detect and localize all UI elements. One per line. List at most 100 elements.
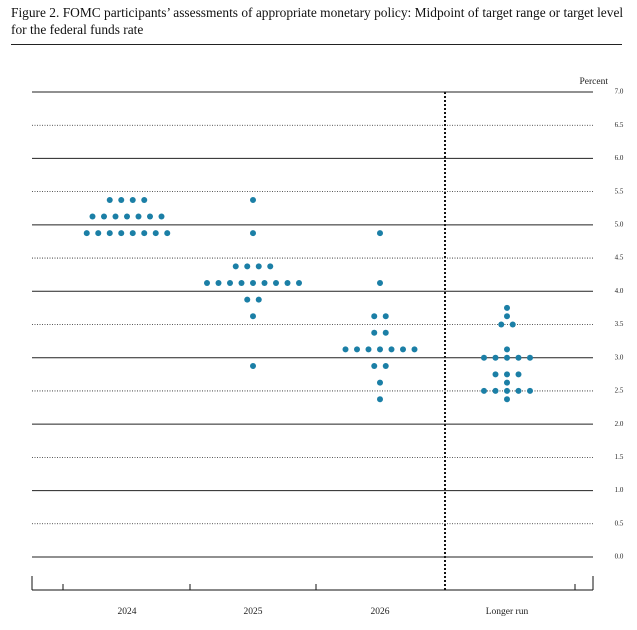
x-tick-label: Longer run xyxy=(486,607,529,617)
dot xyxy=(255,263,262,270)
dot xyxy=(509,321,516,328)
dot xyxy=(164,230,171,237)
dot xyxy=(95,230,102,237)
dot xyxy=(204,279,210,286)
dot xyxy=(382,363,389,370)
y-tick-label: 3.0 xyxy=(615,353,624,361)
dot xyxy=(129,196,136,203)
dot xyxy=(141,230,148,237)
y-tick-label: 6.0 xyxy=(615,154,624,162)
dot xyxy=(118,196,125,203)
dot xyxy=(215,279,222,286)
y-tick-label: 0.5 xyxy=(615,519,624,527)
dot xyxy=(106,230,113,237)
dot xyxy=(504,313,510,320)
y-tick-label: 1.5 xyxy=(615,453,624,461)
x-axis xyxy=(31,576,594,591)
dot xyxy=(527,354,533,361)
dot xyxy=(129,230,136,237)
x-tick-label: 2026 xyxy=(371,607,390,617)
dot xyxy=(227,279,233,286)
y-tick-label: 0.0 xyxy=(615,553,624,561)
title-rule xyxy=(11,44,622,45)
dot xyxy=(515,387,522,394)
dot xyxy=(377,279,383,286)
dot xyxy=(101,213,107,220)
dot xyxy=(504,379,510,386)
dot xyxy=(250,279,256,286)
y-axis-label: Percent xyxy=(580,77,609,87)
dot xyxy=(284,279,291,286)
dot xyxy=(244,296,251,303)
dot xyxy=(377,396,383,403)
dot xyxy=(481,387,487,394)
dot xyxy=(255,296,262,303)
dot xyxy=(382,329,389,336)
dot xyxy=(504,354,510,361)
dot xyxy=(527,387,533,394)
y-tick-label: 5.0 xyxy=(615,220,624,228)
y-tick-label: 3.5 xyxy=(615,320,624,328)
y-tick-label: 7.0 xyxy=(615,88,624,96)
dot xyxy=(267,263,274,270)
dot xyxy=(158,213,165,220)
dot xyxy=(504,346,510,353)
dot xyxy=(371,313,378,320)
dot xyxy=(250,196,256,203)
dot xyxy=(296,279,302,286)
dot xyxy=(371,363,378,370)
dot xyxy=(250,313,256,320)
y-tick-label: 2.0 xyxy=(615,420,624,428)
dot xyxy=(124,213,130,220)
dot xyxy=(400,346,406,353)
dot xyxy=(365,346,372,353)
y-tick-label: 4.5 xyxy=(615,254,624,262)
dot xyxy=(147,213,153,220)
dot xyxy=(377,230,383,237)
dot xyxy=(504,304,510,311)
dot xyxy=(354,346,360,353)
dot xyxy=(89,213,96,220)
dot xyxy=(152,230,159,237)
chart-title: Figure 2. FOMC participants’ assessments… xyxy=(11,5,624,37)
dot xyxy=(273,279,279,286)
dot xyxy=(382,313,389,320)
dot xyxy=(492,371,499,378)
dot xyxy=(232,263,239,270)
dot xyxy=(377,379,383,386)
dot xyxy=(135,213,142,220)
dot xyxy=(492,354,499,361)
dot xyxy=(261,279,268,286)
dot xyxy=(250,230,256,237)
dot xyxy=(515,371,522,378)
dot xyxy=(244,263,251,270)
y-tick-label: 1.0 xyxy=(615,486,624,494)
y-tick-label: 2.5 xyxy=(615,387,624,395)
dot xyxy=(481,354,487,361)
dot xyxy=(504,371,510,378)
dot xyxy=(371,329,378,336)
dot xyxy=(141,196,148,203)
dot xyxy=(377,346,383,353)
dot xyxy=(504,396,510,403)
y-tick-label: 4.0 xyxy=(615,287,624,295)
dot xyxy=(388,346,395,353)
dot xyxy=(342,346,349,353)
dot xyxy=(504,387,510,394)
dot xyxy=(492,387,499,394)
dot xyxy=(250,363,256,370)
dot xyxy=(83,230,90,237)
dot xyxy=(118,230,125,237)
y-tick-label: 5.5 xyxy=(615,187,624,195)
dot xyxy=(238,279,245,286)
x-tick-label: 2025 xyxy=(244,607,263,617)
dot xyxy=(515,354,522,361)
y-tick-label: 6.5 xyxy=(615,121,624,129)
dot xyxy=(498,321,505,328)
x-tick-label: 2024 xyxy=(118,607,137,617)
dot xyxy=(411,346,418,353)
dot xyxy=(112,213,119,220)
dot xyxy=(106,196,113,203)
